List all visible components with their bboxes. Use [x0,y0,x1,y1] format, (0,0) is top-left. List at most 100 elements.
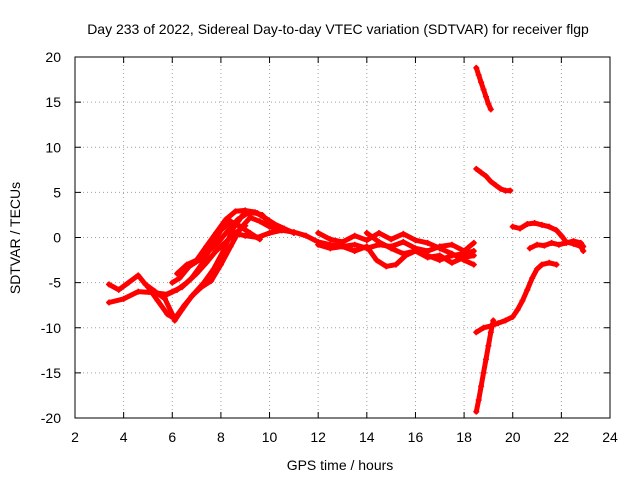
data-point [266,229,273,236]
data-point [271,220,278,227]
data-point [534,241,541,248]
data-point [388,236,395,243]
series-sat-p [526,238,587,252]
data-point [208,243,215,250]
data-point [251,209,258,216]
data-point [478,383,485,390]
data-point [495,320,502,327]
y-tick-label: -15 [41,365,61,381]
data-point [487,106,494,113]
data-point [553,227,560,234]
data-point [400,239,407,246]
data-point [529,275,536,282]
data-point [351,248,358,255]
data-point [232,208,239,215]
y-tick-label: -10 [41,320,61,336]
data-point [485,100,492,107]
y-tick-label: 20 [45,49,61,65]
data-point [213,248,220,255]
data-point [388,245,395,252]
x-axis-label: GPS time / hours [287,457,394,473]
data-point [171,315,178,322]
data-point [473,165,480,172]
data-point [393,261,399,268]
data-point [436,252,443,259]
data-point [383,263,390,270]
data-point [327,245,334,252]
data-point [470,239,477,246]
data-point [217,227,224,234]
data-point [524,220,531,227]
y-tick-label: 15 [45,94,61,110]
data-point [208,277,215,284]
x-tick-label: 12 [310,429,326,445]
data-point [115,286,122,293]
data-point [227,218,234,225]
data-point [558,232,565,239]
data-point [169,279,176,286]
data-point [261,214,268,221]
data-point [478,169,485,176]
data-point [179,284,185,291]
data-point [220,248,227,255]
data-point [487,178,494,185]
data-point [210,266,217,273]
data-point [480,369,487,376]
series-line [315,230,477,268]
y-tick-label: -5 [49,275,62,291]
data-point [475,396,482,403]
series-sat-i [315,241,477,270]
data-point [482,356,489,363]
data-point [461,254,468,261]
data-point [247,214,254,221]
data-point [256,218,263,225]
data-point [555,241,562,248]
data-point [234,216,241,223]
data-point [183,261,190,268]
data-point [303,232,310,239]
series-line [364,230,477,266]
data-point [509,313,516,320]
data-point [290,229,297,236]
data-point [125,279,132,286]
data-point [278,227,285,234]
data-point [373,257,380,264]
data-point [400,230,407,237]
data-point [237,223,244,230]
data-point [526,245,533,252]
data-point [174,270,181,277]
series-sat-f [159,218,263,300]
y-axis-label: SDTVAR / TECUs [7,182,23,294]
data-point [159,293,166,300]
data-point [473,329,480,336]
data-point [193,257,200,264]
series-layer [106,64,587,415]
data-point [570,238,577,245]
data-point [524,286,531,293]
y-tick-label: 5 [53,184,61,200]
data-point [363,243,370,250]
data-point [315,241,322,248]
data-point [106,299,113,306]
data-point [473,64,480,71]
data-point [546,223,553,230]
data-point [478,79,485,86]
x-tick-label: 22 [554,429,570,445]
chart-title: Day 233 of 2022, Sidereal Day-to-day VTE… [87,21,589,37]
series-sat-e [174,207,297,277]
y-tick-label: -20 [41,410,61,426]
data-point [198,261,205,268]
data-point [339,243,346,250]
data-point [363,229,370,236]
series-line [473,260,559,335]
data-point [517,225,524,232]
data-point [436,245,443,252]
data-point [188,275,195,282]
data-point [225,227,232,234]
data-point [120,295,127,302]
x-tick-label: 18 [456,429,472,445]
data-point [480,86,487,93]
data-point [541,242,548,249]
